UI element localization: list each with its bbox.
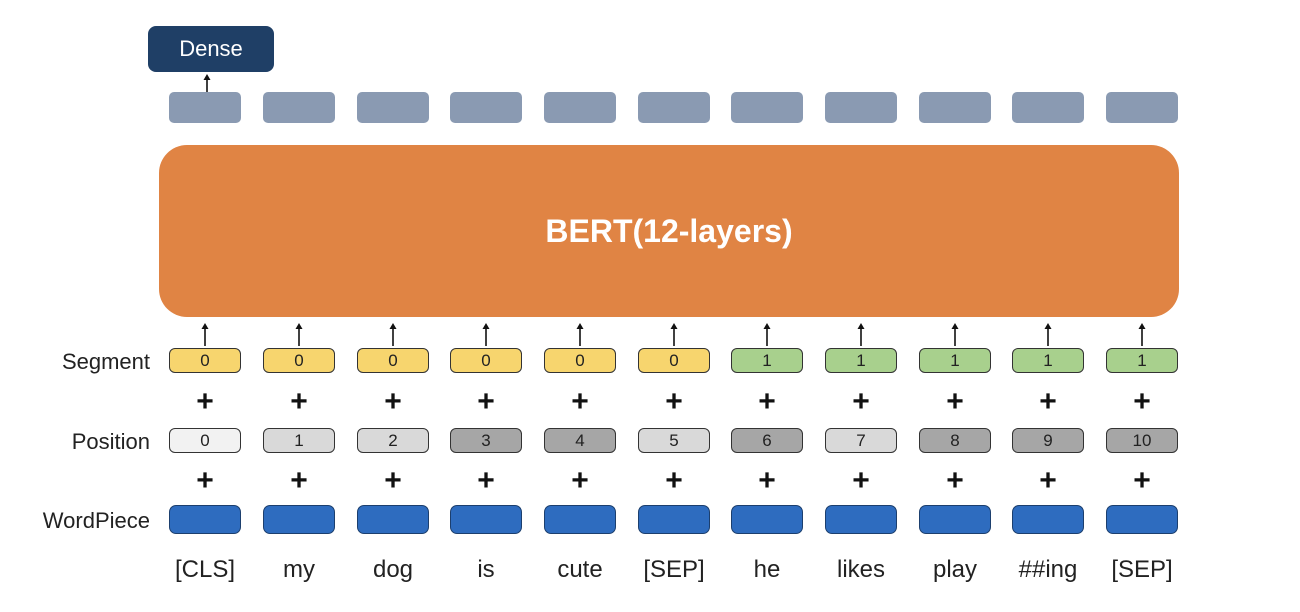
plus-sign: + [1133,385,1151,418]
segment-embedding: 1 [1012,348,1084,373]
wordpiece-embedding [731,505,803,534]
plus-sign: + [665,464,683,497]
plus-sign: + [1039,464,1057,497]
segment-embedding: 0 [357,348,429,373]
wordpiece-embedding [638,505,710,534]
output-vector [169,92,241,123]
plus-sign: + [290,385,308,418]
plus-sign: + [571,464,589,497]
plus-sign: + [852,464,870,497]
token-label: my [283,556,315,583]
dense-label: Dense [179,36,243,61]
plus-sign: + [290,464,308,497]
plus-sign: + [477,385,495,418]
input-arrow-head [1044,323,1052,329]
position-embedding: 5 [638,428,710,453]
input-arrow-head [482,323,490,329]
plus-sign: + [196,385,214,418]
input-arrow-head [295,323,303,329]
output-vector [825,92,897,123]
token-label: ##ing [1018,556,1078,583]
output-vector [450,92,522,123]
plus-sign: + [196,464,214,497]
plus-sign: + [946,464,964,497]
plus-sign: + [384,385,402,418]
output-vector [544,92,616,123]
position-embedding: 8 [919,428,991,453]
wordpiece-embedding [169,505,241,534]
output-vector [638,92,710,123]
plus-sign: + [946,385,964,418]
input-arrow-head [670,323,678,329]
wordpiece-embedding [919,505,991,534]
segment-embedding: 1 [919,348,991,373]
token-label: cute [557,556,603,583]
wordpiece-row-label: WordPiece [42,508,150,533]
position-embedding: 9 [1012,428,1084,453]
token-label: play [932,556,978,583]
plus-sign: + [1133,464,1151,497]
plus-sign: + [758,464,776,497]
plus-sign: + [758,385,776,418]
segment-row-label: Segment [61,349,150,374]
wordpiece-embedding [450,505,522,534]
input-arrow-head [951,323,959,329]
plus-sign: + [571,385,589,418]
segment-embedding: 0 [450,348,522,373]
segment-embedding: 0 [263,348,335,373]
segment-embedding: 1 [1106,348,1178,373]
wordpiece-embedding [1106,505,1178,534]
input-arrow-head [389,323,397,329]
plus-sign: + [384,464,402,497]
position-row-label: Position [71,429,150,454]
segment-embedding: 0 [169,348,241,373]
position-embedding: 1 [263,428,335,453]
position-embedding: 4 [544,428,616,453]
position-embedding: 0 [169,428,241,453]
output-vector [919,92,991,123]
wordpiece-embedding [544,505,616,534]
plus-sign: + [665,385,683,418]
bert-model-box: BERT(12-layers) [159,145,1179,317]
dense-arrow-head [203,74,211,80]
input-arrow-head [1138,323,1146,329]
output-vector [263,92,335,123]
output-vector [1012,92,1084,123]
output-vector [357,92,429,123]
segment-embedding: 1 [825,348,897,373]
input-arrow-head [857,323,865,329]
input-arrow-head [763,323,771,329]
token-label: likes [836,556,885,583]
dense-layer-box: Dense [148,26,274,72]
token-label: dog [372,556,414,583]
plus-sign: + [477,464,495,497]
position-embedding: 10 [1106,428,1178,453]
segment-embedding: 1 [731,348,803,373]
position-embedding: 3 [450,428,522,453]
position-embedding: 2 [357,428,429,453]
segment-embedding: 0 [544,348,616,373]
wordpiece-embedding [357,505,429,534]
token-label: [CLS] [174,556,236,583]
token-label: [SEP] [643,556,705,583]
bert-label: BERT(12-layers) [545,212,793,249]
plus-sign: + [1039,385,1057,418]
position-embedding: 7 [825,428,897,453]
segment-embedding: 0 [638,348,710,373]
position-embedding: 6 [731,428,803,453]
token-label: is [477,556,495,583]
plus-sign: + [852,385,870,418]
token-label: he [753,556,781,583]
input-arrow-head [576,323,584,329]
wordpiece-embedding [825,505,897,534]
input-arrow-head [201,323,209,329]
output-vector [1106,92,1178,123]
wordpiece-embedding [263,505,335,534]
output-vector [731,92,803,123]
wordpiece-embedding [1012,505,1084,534]
token-label: [SEP] [1111,556,1173,583]
